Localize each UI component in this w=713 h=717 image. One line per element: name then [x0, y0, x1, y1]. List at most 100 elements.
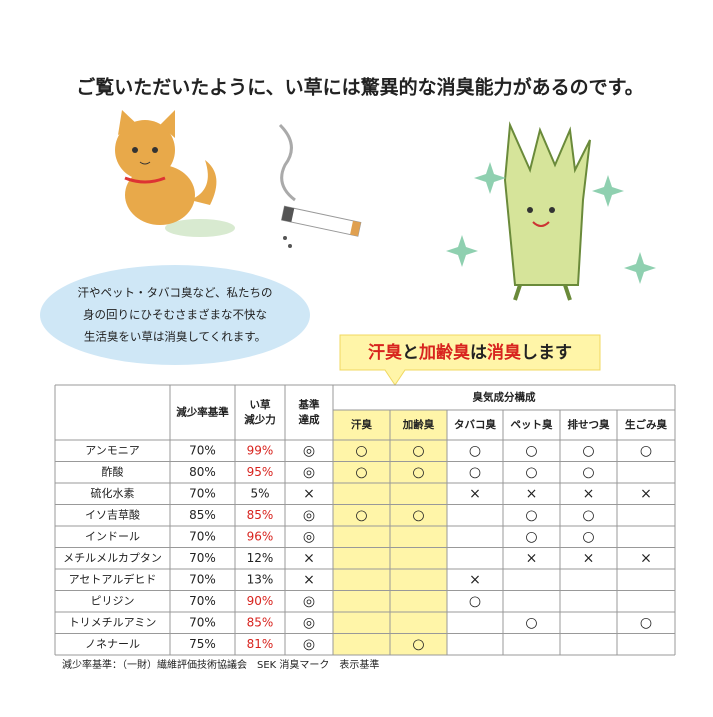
igusa-character: [446, 121, 656, 301]
odor-mark: ×: [640, 550, 652, 566]
achieved-mark: ◎: [303, 529, 315, 545]
bubble-text: 汗やペット・タバコ臭など、私たちの身の回りにひそむさまざまな不快な生活臭をい草は…: [78, 286, 273, 344]
substance-name: メチルメルカプタン: [63, 551, 162, 564]
standard-rate: 85%: [189, 508, 216, 522]
odor-mark: ○: [640, 615, 652, 631]
reduction-rate: 85%: [247, 615, 274, 629]
odor-mark: ○: [525, 615, 537, 631]
achieved-mark: ×: [303, 486, 315, 502]
callout-segment: 汗臭: [368, 342, 402, 363]
odor-header: 汗臭: [351, 418, 372, 431]
odor-mark: ×: [583, 550, 595, 566]
odor-mark: ○: [525, 464, 537, 480]
title: ご覧いただいたように、い草には驚異的な消臭能力があるのです。: [76, 76, 644, 99]
achieved-mark: ◎: [303, 636, 315, 652]
standard-rate: 80%: [189, 465, 216, 479]
odor-mark: ○: [469, 464, 481, 480]
callout-segment: します: [521, 343, 572, 363]
odor-mark: ○: [412, 464, 424, 480]
substance-name: アセトアルデヒド: [69, 572, 157, 586]
odor-header: 加齢臭: [402, 418, 435, 431]
odor-mark: ○: [355, 464, 367, 480]
substance-name: ピリジン: [91, 594, 135, 607]
odor-mark: ○: [525, 507, 537, 523]
odor-mark: ×: [469, 572, 481, 588]
substance-name: 酢酸: [102, 464, 124, 478]
standard-rate: 70%: [189, 486, 216, 500]
substance-name: トリメチルアミン: [69, 616, 157, 629]
achieved-mark: ×: [303, 572, 315, 588]
reduction-rate: 99%: [247, 443, 274, 457]
odor-mark: ×: [526, 550, 538, 566]
odor-mark: ○: [582, 507, 594, 523]
odor-mark: ○: [469, 443, 481, 459]
reduction-rate: 12%: [247, 551, 274, 565]
bubble-line: 身の回りにひそむさまざまな不快な: [83, 308, 267, 322]
callout-box: [339, 334, 601, 386]
odor-mark: ○: [412, 507, 424, 523]
cigarette-illustration: [278, 123, 362, 248]
standard-rate: 70%: [189, 551, 216, 565]
odor-mark: ○: [525, 443, 537, 459]
column-header: 減少力: [244, 413, 276, 426]
odor-header: 排せつ臭: [568, 418, 610, 431]
odor-mark: ×: [469, 486, 481, 502]
odor-header: ペット臭: [511, 418, 553, 431]
speech-bubble: [40, 265, 310, 365]
odor-mark: ○: [469, 593, 481, 609]
standard-rate: 70%: [189, 443, 216, 457]
substance-name: インドール: [85, 530, 140, 543]
achieved-mark: ◎: [303, 507, 315, 523]
group-header: 臭気成分構成: [473, 391, 536, 404]
achieved-mark: ◎: [303, 593, 315, 609]
odor-mark: ×: [583, 486, 595, 502]
reduction-rate: 90%: [247, 594, 274, 608]
odor-mark: ○: [525, 529, 537, 545]
standard-rate: 70%: [189, 572, 216, 586]
standard-rate: 70%: [189, 529, 216, 543]
odor-header: 生ごみ臭: [625, 418, 667, 431]
reduction-rate: 13%: [247, 572, 274, 586]
reduction-rate: 85%: [247, 508, 274, 522]
cat-illustration: [115, 110, 235, 237]
footnote: 減少率基準：（一財）繊維評価技術協議会 SEK 消臭マーク 表示基準: [62, 658, 379, 671]
odor-mark: ○: [412, 443, 424, 459]
odor-mark: ×: [526, 486, 538, 502]
callout-segment: 加齢臭: [418, 342, 470, 363]
substance-name: アンモニア: [85, 444, 140, 457]
substance-name: 硫化水素: [91, 486, 135, 500]
odor-mark: ○: [412, 636, 424, 652]
odor-header: タバコ臭: [454, 418, 496, 431]
column-header: 達成: [299, 413, 320, 426]
standard-rate: 75%: [189, 637, 216, 651]
odor-mark: ○: [582, 464, 594, 480]
odor-mark: ○: [582, 443, 594, 459]
callout-text: 汗臭と加齢臭は消臭します: [368, 342, 572, 363]
substance-name: ノネナール: [85, 637, 140, 650]
reduction-rate: 95%: [247, 465, 274, 479]
callout-segment: 消臭: [487, 342, 521, 363]
callout-segment: と: [402, 343, 419, 363]
achieved-mark: ◎: [303, 464, 315, 480]
reduction-rate: 96%: [247, 529, 274, 543]
substance-name: イソ吉草酸: [85, 507, 140, 521]
bubble-line: 生活臭をい草は消臭してくれます。: [84, 330, 266, 344]
column-header: い草: [250, 398, 271, 411]
odor-mark: ○: [355, 507, 367, 523]
odor-mark: ○: [355, 443, 367, 459]
column-header: 基準: [298, 398, 320, 411]
achieved-mark: ×: [303, 550, 315, 566]
odor-mark: ○: [582, 529, 594, 545]
standard-rate: 70%: [189, 615, 216, 629]
standard-rate: 70%: [189, 594, 216, 608]
achieved-mark: ◎: [303, 443, 315, 459]
callout-segment: は: [470, 343, 487, 363]
reduction-rate: 5%: [250, 486, 269, 500]
odor-mark: ×: [640, 486, 652, 502]
bubble-line: 汗やペット・タバコ臭など、私たちの: [78, 286, 273, 300]
reduction-rate: 81%: [247, 637, 274, 651]
column-header: 減少率基準: [176, 406, 229, 419]
